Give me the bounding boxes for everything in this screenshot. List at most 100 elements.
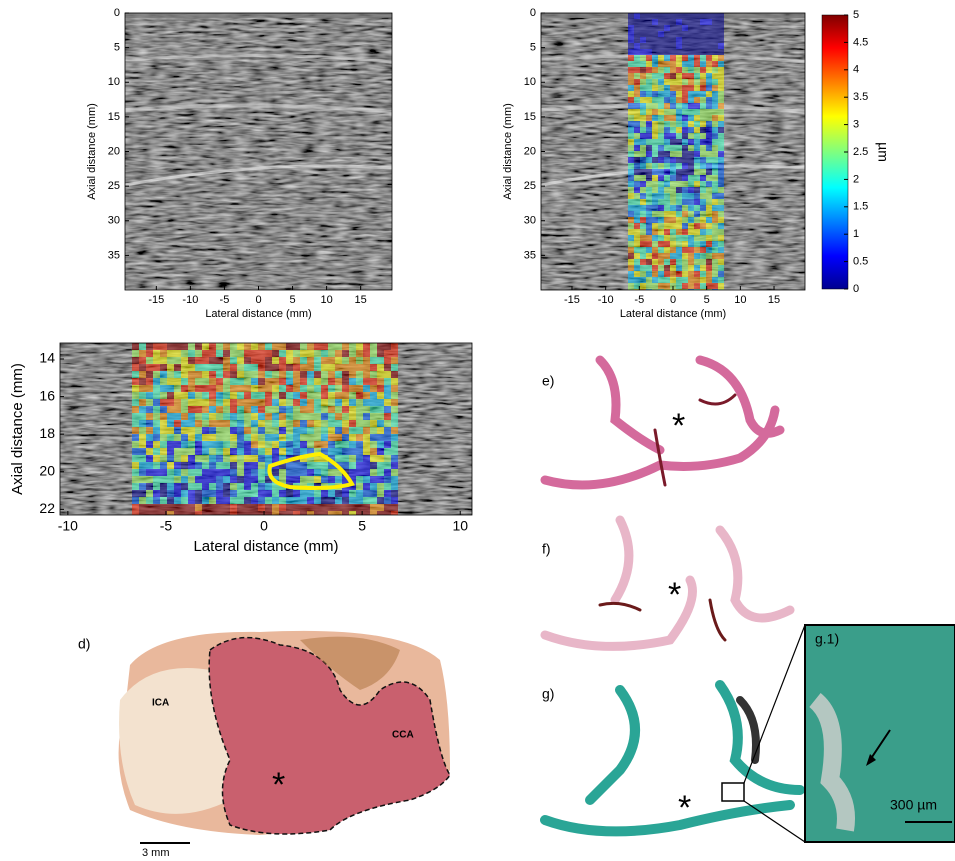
heat-cell [700,265,706,271]
heat-cell [160,420,167,427]
heat-cell [377,399,384,406]
heat-cell [146,399,153,406]
heat-cell [230,371,237,378]
heat-cell [652,31,658,37]
heat-cell [718,241,724,247]
heat-cell [195,490,202,497]
heat-cell [363,427,370,434]
heat-cell [342,420,349,427]
heat-cell [216,511,223,518]
heat-cell [384,441,391,448]
heat-cell [202,406,209,413]
heat-cell [676,229,682,235]
heat-cell [202,476,209,483]
heat-cell [258,385,265,392]
heat-cell [646,13,652,19]
heat-cell [153,469,160,476]
heat-cell [628,49,634,55]
heat-cell [244,399,251,406]
heat-cell [652,61,658,67]
heat-cell [391,350,398,357]
heat-cell [694,223,700,229]
heat-cell [682,259,688,265]
lumen-marker: * [668,576,681,614]
heat-cell [670,91,676,97]
heat-cell [646,67,652,73]
heat-cell [349,511,356,518]
heat-cell [700,37,706,43]
heat-cell [139,427,146,434]
heat-cell [244,357,251,364]
heat-cell [712,73,718,79]
heat-cell [300,385,307,392]
heat-cell [718,127,724,133]
heat-cell [384,511,391,518]
heat-cell [146,413,153,420]
heat-cell [139,406,146,413]
heat-cell [146,448,153,455]
heat-cell [634,277,640,283]
heat-cell [202,469,209,476]
heat-cell [682,157,688,163]
heat-cell [216,385,223,392]
heat-cell [706,97,712,103]
heat-cell [676,19,682,25]
heat-cell [712,235,718,241]
heat-cell [688,163,694,169]
heat-cell [265,406,272,413]
heat-cell [146,378,153,385]
heat-cell [230,455,237,462]
heat-cell [694,19,700,25]
heat-cell [391,399,398,406]
heat-cell [237,357,244,364]
heat-cell [335,385,342,392]
heat-cell [682,37,688,43]
heat-cell [314,378,321,385]
heat-cell [688,145,694,151]
heat-cell [700,61,706,67]
heat-cell [658,157,664,163]
heat-cell [676,61,682,67]
lumen-marker: * [672,407,685,445]
heat-cell [258,406,265,413]
heat-cell [328,371,335,378]
heat-cell [718,79,724,85]
heat-cell [377,343,384,350]
heat-cell [682,151,688,157]
heat-cell [279,371,286,378]
heat-cell [272,469,279,476]
heat-cell [688,199,694,205]
heat-cell [321,420,328,427]
heat-cell [706,37,712,43]
heat-cell [237,434,244,441]
heat-cell [307,406,314,413]
x-axis-label: Lateral distance (mm) [620,308,726,320]
heat-cell [712,181,718,187]
heat-cell [272,378,279,385]
heat-cell [258,420,265,427]
heat-cell [146,406,153,413]
heat-cell [688,235,694,241]
heat-cell [670,271,676,277]
heat-cell [272,441,279,448]
heat-cell [216,504,223,511]
heat-cell [646,79,652,85]
heat-cell [377,483,384,490]
x-tick-label: 10 [734,294,746,306]
y-tick-label: 35 [524,249,536,261]
heat-cell [335,413,342,420]
heat-cell [328,413,335,420]
heat-cell [706,79,712,85]
heat-cell [706,271,712,277]
heat-cell [634,133,640,139]
heat-cell [230,427,237,434]
heat-cell [700,133,706,139]
heat-cell [658,49,664,55]
heat-cell [265,455,272,462]
heat-cell [712,223,718,229]
heat-cell [321,490,328,497]
heat-cell [676,217,682,223]
heat-cell [370,413,377,420]
heat-cell [646,145,652,151]
ultrasound-a [125,13,392,290]
